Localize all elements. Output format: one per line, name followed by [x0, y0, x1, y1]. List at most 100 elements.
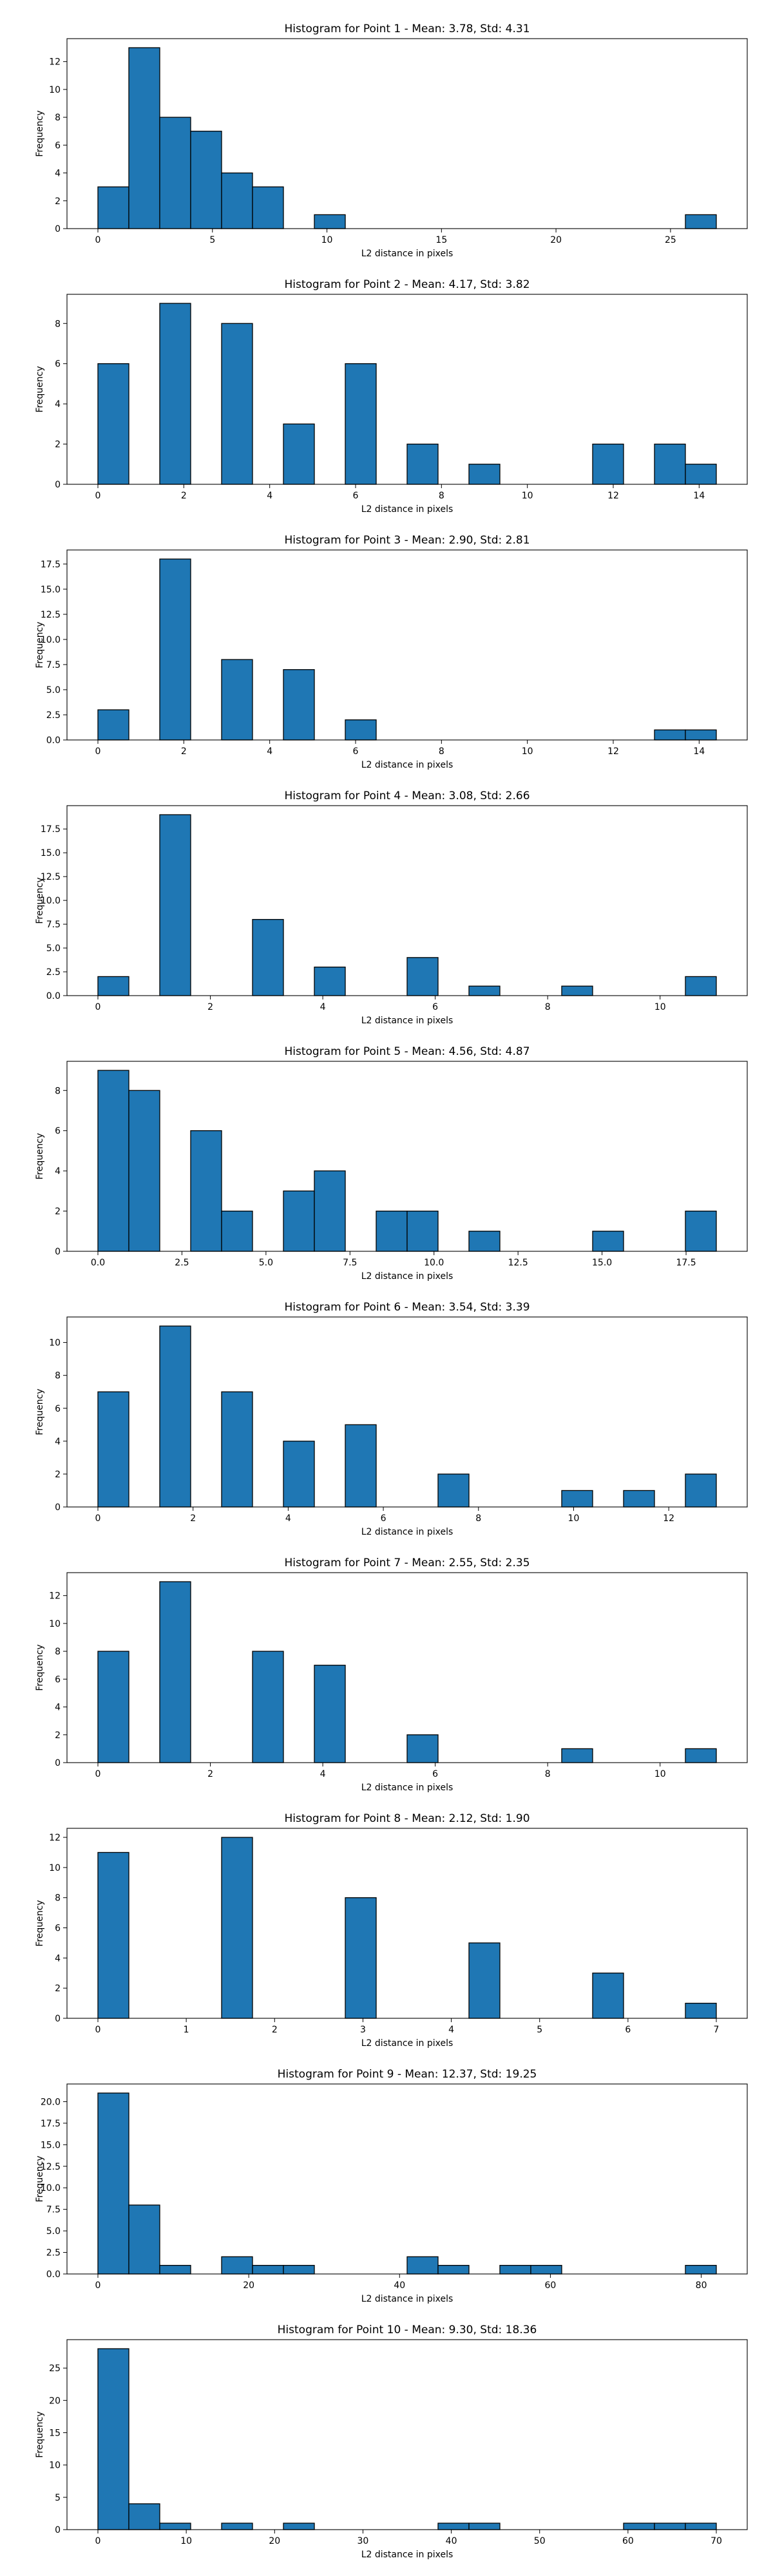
x-tick-label: 8 [545, 1002, 551, 1012]
chart-title: Histogram for Point 4 - Mean: 3.08, Std:… [284, 790, 530, 802]
axes-frame [66, 2083, 748, 2275]
histogram-bar [221, 659, 253, 741]
y-tick-label: 15.0 [41, 585, 61, 595]
y-axis-label: Frequency [35, 110, 45, 156]
histogram-bar [437, 2264, 470, 2275]
x-axis-label: L2 distance in pixels [361, 1016, 453, 1026]
x-tick-label: 50 [534, 2536, 546, 2546]
histogram-bar [654, 443, 686, 485]
x-tick-label: 80 [696, 2280, 707, 2291]
y-tick-label: 4 [55, 1953, 61, 1964]
histogram-bar [592, 1231, 624, 1252]
x-tick-label: 70 [711, 2536, 722, 2546]
axes-frame [66, 1061, 748, 1252]
histogram-bar [128, 2503, 160, 2530]
x-tick-label: 15.0 [592, 1258, 612, 1268]
histogram-bar [654, 2523, 686, 2530]
y-tick-label: 2 [55, 1207, 61, 1217]
y-tick-label: 4 [55, 399, 61, 410]
chart-panel-9: Histogram for Point 9 - Mean: 12.37, Std… [35, 2068, 748, 2304]
axes-frame [66, 294, 748, 485]
y-tick-label: 2 [55, 1470, 61, 1480]
chart-panel-1: Histogram for Point 1 - Mean: 3.78, Std:… [35, 23, 748, 259]
histogram-bar [685, 1210, 717, 1252]
y-tick-label: 0 [55, 2014, 61, 2024]
histogram-bar [97, 709, 129, 741]
y-tick-label: 10 [49, 85, 61, 95]
x-tick-label: 40 [394, 2280, 405, 2291]
y-tick-label: 8 [55, 1647, 61, 1657]
x-tick-label: 20 [550, 235, 562, 245]
axes-frame [66, 38, 748, 229]
chart-title: Histogram for Point 8 - Mean: 2.12, Std:… [284, 1812, 530, 1825]
x-tick-label: 12.5 [508, 1258, 528, 1268]
chart-title: Histogram for Point 6 - Mean: 3.54, Std:… [284, 1301, 530, 1314]
histogram-bar [221, 1837, 253, 2019]
chart-title: Histogram for Point 7 - Mean: 2.55, Std:… [284, 1557, 530, 1569]
y-axis-label: Frequency [35, 366, 45, 412]
y-axis-label: Frequency [35, 1644, 45, 1690]
histogram-bar [159, 2523, 191, 2530]
histogram-bar [623, 2523, 655, 2530]
axes-frame [66, 1828, 748, 2019]
histogram-bar [685, 976, 717, 996]
histogram-bar [97, 363, 129, 485]
x-tick-label: 1 [184, 2025, 189, 2035]
y-tick-label: 0.0 [46, 991, 61, 1001]
y-tick-label: 0 [55, 480, 61, 490]
y-tick-label: 5.0 [46, 943, 61, 954]
x-tick-label: 4 [320, 1769, 326, 1779]
x-tick-label: 10 [568, 1513, 580, 1524]
histogram-bar [406, 443, 439, 485]
y-tick-label: 10 [49, 1619, 61, 1629]
y-tick-label: 2.5 [46, 967, 61, 978]
histogram-bar [283, 669, 315, 741]
histogram-bar [561, 1748, 593, 1763]
histogram-bar [685, 1748, 717, 1763]
histogram-bar [406, 2256, 439, 2275]
y-tick-label: 6 [55, 1924, 61, 1934]
y-tick-label: 5 [55, 2493, 61, 2503]
histogram-bar [685, 2523, 717, 2530]
histogram-bar [685, 214, 717, 229]
chart-panel-5: Histogram for Point 5 - Mean: 4.56, Std:… [35, 1045, 748, 1282]
histogram-bar [283, 2264, 315, 2275]
x-tick-label: 6 [432, 1002, 438, 1012]
histogram-bar [252, 186, 284, 229]
x-tick-label: 10.0 [424, 1258, 444, 1268]
x-axis-label: L2 distance in pixels [361, 504, 453, 515]
histogram-bar [97, 976, 129, 996]
y-tick-label: 4 [55, 1437, 61, 1447]
x-tick-label: 6 [353, 746, 359, 757]
x-tick-label: 12 [607, 746, 619, 757]
y-tick-label: 20.0 [41, 2097, 61, 2107]
y-tick-label: 8 [55, 113, 61, 123]
histogram-bar [159, 2264, 191, 2275]
y-tick-label: 6 [55, 1126, 61, 1137]
histogram-bar [406, 1734, 439, 1763]
x-tick-label: 12 [663, 1513, 674, 1524]
chart-panel-7: Histogram for Point 7 - Mean: 2.55, Std:… [35, 1557, 748, 1793]
histogram-bar [128, 47, 160, 229]
x-tick-label: 10 [654, 1002, 666, 1012]
chart-panel-4: Histogram for Point 4 - Mean: 3.08, Std:… [35, 790, 748, 1026]
y-tick-label: 10 [49, 1863, 61, 1873]
y-tick-label: 2.5 [46, 710, 61, 721]
y-tick-label: 10.0 [41, 635, 61, 645]
x-tick-label: 14 [693, 746, 705, 757]
y-tick-label: 10 [49, 1338, 61, 1349]
y-tick-label: 2 [55, 196, 61, 207]
x-axis-label: L2 distance in pixels [361, 249, 453, 259]
histogram-bar [190, 131, 222, 229]
histogram-bar [159, 814, 191, 996]
x-tick-label: 30 [358, 2536, 369, 2546]
histogram-bar [128, 1090, 160, 1252]
x-tick-label: 4 [267, 746, 272, 757]
x-tick-label: 0 [95, 1002, 101, 1012]
histogram-bar [283, 2523, 315, 2530]
x-tick-label: 0 [95, 235, 101, 245]
histogram-bar [159, 1581, 191, 1763]
histogram-bar [97, 1070, 129, 1252]
histogram-bar [345, 719, 377, 741]
x-axis-label: L2 distance in pixels [361, 1783, 453, 1793]
